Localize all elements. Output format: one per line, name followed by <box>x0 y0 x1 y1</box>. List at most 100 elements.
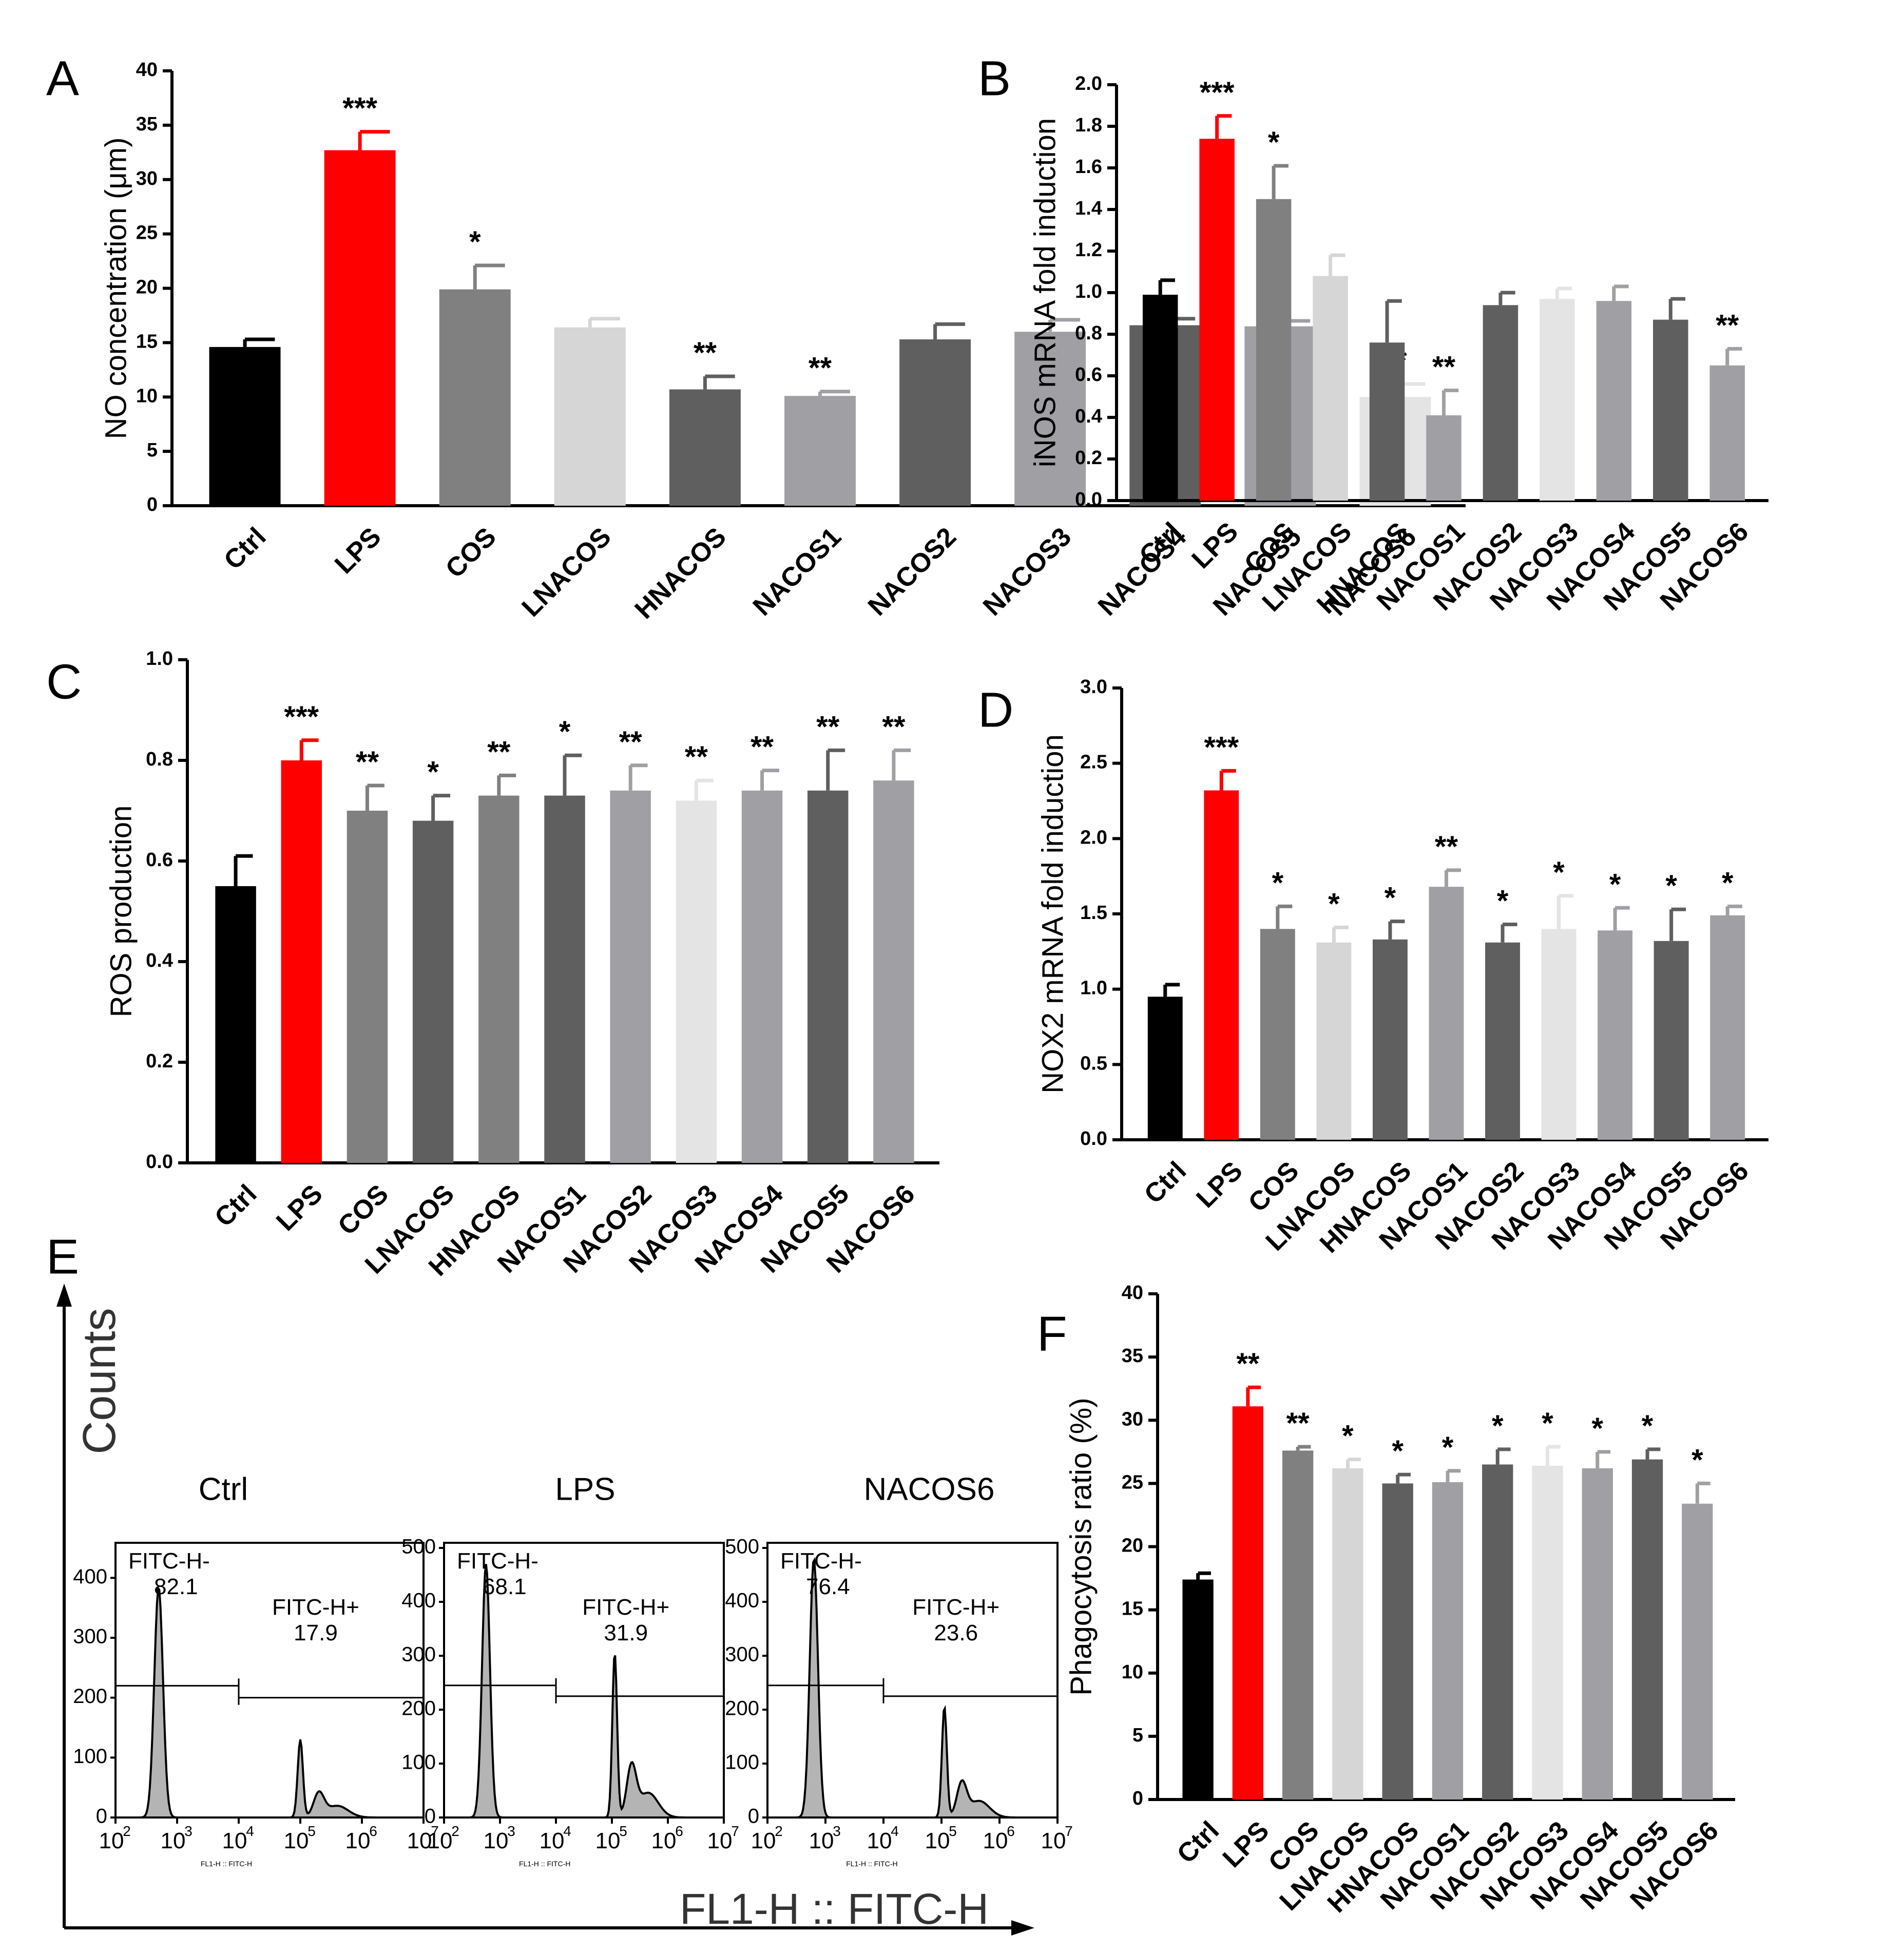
y-tick-label: 25 <box>1122 1471 1143 1493</box>
gate-neg-value: 68.1 <box>483 1574 527 1599</box>
panel-letter: B <box>978 51 1011 106</box>
bar-nacos3 <box>1540 299 1575 501</box>
bar-lps <box>281 760 322 1163</box>
panel-letter: D <box>978 682 1013 737</box>
bar-lnacos <box>1316 942 1352 1140</box>
significance-mark: * <box>1442 1431 1454 1464</box>
x-tick-base: 10 <box>925 1828 950 1853</box>
bar-ctrl <box>1147 997 1183 1140</box>
bar-nacos3 <box>1541 929 1576 1140</box>
x-tick-exponent: 5 <box>619 1823 627 1839</box>
bar-nacos5 <box>1631 1459 1663 1800</box>
bar-nacos3 <box>1532 1465 1563 1800</box>
gate-pos-label: FITC-H+ <box>912 1595 999 1620</box>
y-tick-label: 30 <box>1122 1408 1143 1430</box>
panel-letter: C <box>46 654 82 709</box>
gate-neg-label: FITC-H- <box>457 1548 538 1574</box>
y-tick-label: 300 <box>73 1625 107 1648</box>
fitc-arrow-head <box>1011 1920 1034 1936</box>
significance-mark: ** <box>694 336 717 370</box>
y-tick-label: 0.5 <box>1080 1052 1107 1074</box>
mini-axis-label: FL1-H :: FITC-H <box>201 1860 252 1868</box>
significance-mark: * <box>559 715 571 749</box>
bar-nacos4 <box>1596 301 1632 501</box>
y-tick-label: 0 <box>425 1805 436 1828</box>
y-tick-label: 0.6 <box>146 849 173 871</box>
x-tick-exponent: 2 <box>451 1823 459 1839</box>
x-tick-base: 10 <box>595 1828 621 1853</box>
significance-mark: *** <box>342 92 377 125</box>
significance-mark: ** <box>1435 830 1458 864</box>
bar-nacos6 <box>1710 915 1745 1140</box>
significance-mark: ** <box>751 731 774 764</box>
significance-mark: * <box>1342 1420 1354 1453</box>
gate-pos-label: FITC-H+ <box>272 1595 359 1620</box>
panel-letter: E <box>46 1229 79 1284</box>
y-tick-label: 1.2 <box>1075 239 1102 261</box>
gate-pos-value: 23.6 <box>934 1620 978 1645</box>
significance-mark: * <box>1497 885 1509 918</box>
x-tick-base: 10 <box>407 1828 432 1853</box>
y-tick-label: 1.4 <box>1075 198 1102 219</box>
x-tick-exponent: 4 <box>246 1823 254 1839</box>
gate-neg-label: FITC-H- <box>780 1548 862 1574</box>
bar-nacos6 <box>873 780 914 1163</box>
y-tick-label: 20 <box>1122 1535 1143 1557</box>
y-tick-label: 1.0 <box>1075 281 1102 302</box>
bar-nacos4 <box>1598 930 1633 1140</box>
bar-ctrl <box>209 347 281 506</box>
mini-axis-label: FL1-H :: FITC-H <box>519 1860 570 1868</box>
y-tick-label: 300 <box>725 1643 759 1666</box>
x-tick-exponent: 3 <box>507 1823 515 1839</box>
bar-nacos5 <box>1653 941 1689 1140</box>
bar-cos <box>1282 1450 1314 1800</box>
x-tick-base: 10 <box>867 1828 892 1853</box>
x-tick-exponent: 6 <box>1007 1823 1015 1839</box>
significance-mark: * <box>1328 887 1340 921</box>
bar-nacos1 <box>1429 887 1464 1140</box>
y-axis-label: ROS production <box>104 806 138 1018</box>
significance-mark: * <box>1384 882 1396 915</box>
x-tick-exponent: 4 <box>563 1823 571 1839</box>
x-tick-base: 10 <box>484 1828 509 1853</box>
bar-nacos3 <box>1014 332 1086 506</box>
x-tick-base: 10 <box>809 1828 834 1853</box>
histogram-title: Ctrl <box>199 1471 248 1507</box>
significance-mark: ** <box>1286 1407 1310 1440</box>
x-tick-exponent: 3 <box>833 1823 841 1839</box>
bar-nacos1 <box>544 795 585 1163</box>
y-tick-label: 40 <box>1122 1282 1143 1304</box>
x-tick-exponent: 7 <box>431 1823 439 1839</box>
y-tick-label: 25 <box>136 222 158 244</box>
bar-lps <box>1199 139 1235 501</box>
significance-mark: * <box>1722 866 1734 900</box>
y-tick-label: 1.0 <box>146 648 173 669</box>
significance-mark: * <box>1609 868 1621 901</box>
x-tick-base: 10 <box>222 1828 247 1853</box>
histogram-curve <box>444 1564 724 1819</box>
x-tick-base: 10 <box>284 1828 309 1853</box>
y-tick-label: 0.0 <box>146 1151 173 1173</box>
significance-mark: *** <box>1204 731 1239 764</box>
significance-mark: * <box>1553 856 1565 889</box>
significance-mark: ** <box>809 352 832 385</box>
bar-hnacos <box>669 389 741 506</box>
y-tick-label: 0 <box>748 1805 759 1828</box>
y-tick-label: 30 <box>136 168 158 189</box>
bar-nacos6 <box>1682 1503 1713 1800</box>
histogram-title: LPS <box>555 1471 615 1507</box>
bar-hnacos <box>1372 939 1408 1140</box>
bar-nacos2 <box>1482 1464 1513 1800</box>
y-tick-label: 200 <box>725 1697 759 1720</box>
panel-letter: A <box>46 51 79 106</box>
x-tick-base: 10 <box>161 1828 186 1853</box>
y-tick-label: 15 <box>1122 1598 1143 1620</box>
y-tick-label: 0.4 <box>1075 406 1102 427</box>
y-tick-label: 2.0 <box>1075 73 1102 94</box>
bar-cos <box>347 811 388 1163</box>
x-tick-exponent: 4 <box>891 1823 899 1839</box>
x-tick-exponent: 2 <box>775 1823 783 1839</box>
significance-mark: * <box>469 225 481 259</box>
significance-mark: * <box>1691 1443 1703 1477</box>
significance-mark: * <box>1665 869 1677 903</box>
